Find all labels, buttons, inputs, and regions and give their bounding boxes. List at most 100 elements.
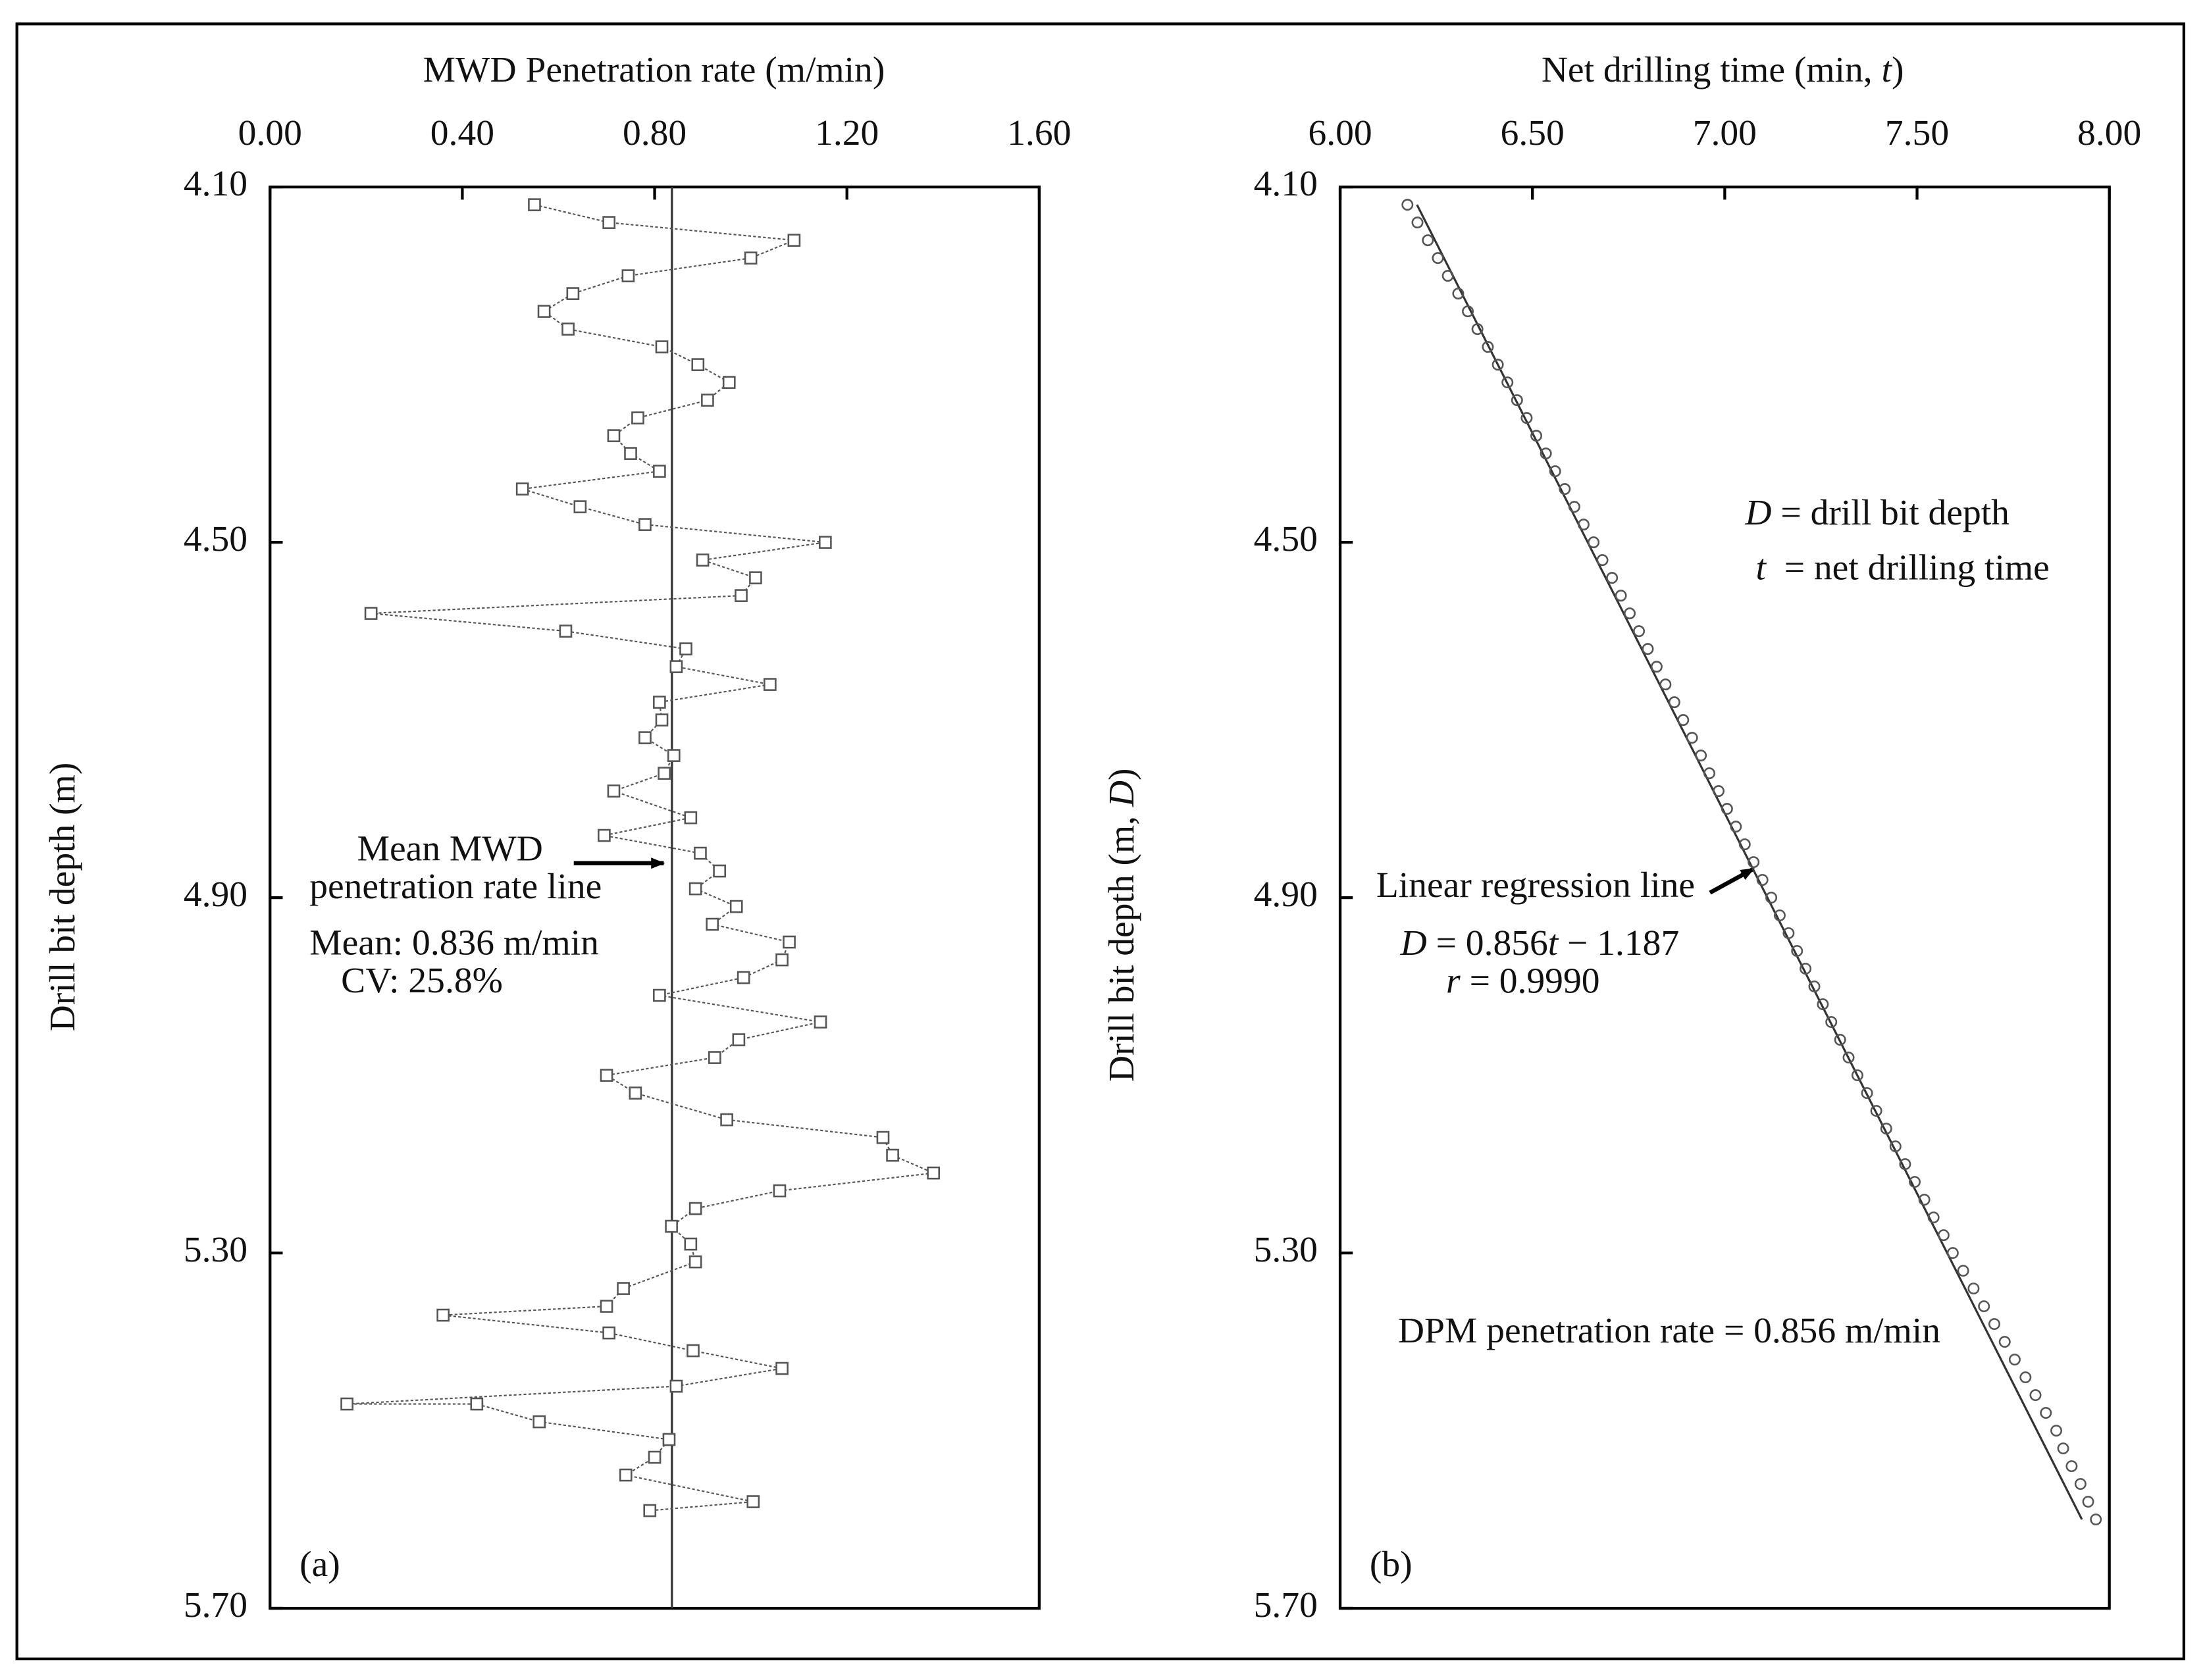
data-point: [2057, 1442, 2069, 1455]
data-point: [528, 198, 541, 211]
data-point: [696, 553, 710, 567]
data-point: [669, 660, 683, 673]
data-point: [1842, 1052, 1855, 1064]
data-point: [607, 429, 621, 442]
data-point: [2029, 1389, 2042, 1402]
data-point: [602, 216, 615, 229]
data-point: [783, 935, 796, 949]
r-part: r: [1446, 961, 1461, 1001]
y-tick-label: 4.50: [184, 519, 247, 559]
data-point: [629, 1086, 642, 1100]
data-point: [1834, 1034, 1846, 1046]
data-point: [537, 305, 551, 318]
annotation: DPM penetration rate = 0.856 m/min: [1398, 1311, 1940, 1351]
data-point: [364, 607, 378, 620]
data-point: [1998, 1336, 2011, 1348]
data-point: [694, 846, 707, 860]
data-point: [2040, 1407, 2052, 1419]
data-point: [2019, 1371, 2032, 1384]
equation-part: t: [1548, 923, 1559, 963]
data-point: [1978, 1300, 1990, 1313]
data-point: [775, 1362, 789, 1375]
data-point: [436, 1308, 450, 1322]
y-tick-label: 4.10: [1254, 164, 1318, 204]
note-part: D: [1744, 493, 1771, 533]
data-point: [1851, 1069, 1863, 1082]
data-point: [1471, 323, 1484, 336]
data-point: [1482, 341, 1494, 353]
data-point: [1782, 927, 1795, 940]
data-point: [621, 269, 635, 282]
data-point: [819, 536, 832, 549]
data-point: [631, 411, 644, 424]
x-tick-label: 7.00: [1693, 113, 1757, 153]
x-tick-label: 6.00: [1308, 113, 1372, 153]
data-point: [638, 518, 652, 531]
data-point: [2082, 1496, 2094, 1508]
data-point: [600, 1069, 613, 1082]
x-axis-title: MWD Penetration rate (m/min): [423, 50, 885, 90]
data-point: [653, 988, 666, 1002]
y-axis-title: Drill bit depth (m): [43, 763, 83, 1032]
data-point: [653, 465, 666, 478]
correlation: r = 0.9990: [1446, 961, 1599, 1001]
data-point: [1650, 661, 1663, 673]
data-point: [1918, 1194, 1931, 1206]
data-point: [684, 811, 698, 825]
data-point: [573, 500, 587, 513]
data-point: [2050, 1425, 2063, 1437]
data-point: [1492, 359, 1504, 371]
data-point: [773, 1184, 787, 1198]
data-point: [787, 234, 801, 247]
data-point: [749, 571, 762, 584]
x-tick-label: 8.00: [2077, 113, 2141, 153]
y-tick-label: 5.30: [184, 1230, 247, 1270]
data-point: [1511, 394, 1523, 407]
data-point: [687, 1344, 700, 1358]
data-point: [1695, 750, 1707, 762]
data-point: [2090, 1514, 2102, 1526]
annotation: Mean: 0.836 m/min: [309, 923, 599, 963]
data-point: [566, 287, 580, 300]
data-point: [1686, 732, 1698, 744]
data-point: [1668, 696, 1680, 709]
data-point: [470, 1397, 484, 1411]
x-tick-label: 1.20: [815, 113, 879, 153]
data-point: [667, 749, 681, 762]
y-tick-label: 5.70: [184, 1585, 247, 1625]
data-point: [1530, 430, 1543, 442]
data-point: [746, 1495, 760, 1508]
data-point: [665, 1219, 678, 1233]
data-point: [1800, 963, 1812, 975]
data-point: [1738, 838, 1751, 851]
data-point: [1765, 892, 1778, 904]
data-point: [1817, 998, 1829, 1011]
ylabel-part: D: [1102, 780, 1142, 807]
y-tick-label: 4.10: [184, 164, 247, 204]
title-part: ): [1892, 50, 1904, 90]
equation: D = 0.856t − 1.187: [1400, 923, 1680, 963]
data-point: [662, 1433, 676, 1446]
title-part: t: [1882, 50, 1893, 90]
data-point: [1615, 590, 1627, 602]
data-point: [701, 394, 714, 407]
data-point: [1452, 288, 1465, 300]
data-point: [1633, 625, 1646, 638]
note: D = drill bit depth: [1744, 493, 2010, 533]
equation-part: = 0.856: [1427, 923, 1548, 963]
note: t = net drilling time: [1756, 547, 2050, 588]
data-point: [1588, 536, 1600, 549]
data-point: [1441, 270, 1454, 282]
data-point: [655, 713, 669, 726]
equation-part: − 1.187: [1558, 923, 1679, 963]
data-point: [764, 678, 777, 691]
note-part: t: [1756, 547, 1767, 588]
data-point: [1861, 1087, 1873, 1100]
data-point: [1432, 252, 1444, 265]
data-point: [602, 1326, 615, 1340]
data-point: [1773, 909, 1786, 922]
data-point: [1899, 1158, 1911, 1171]
ylabel-part: Drill bit depth (m,: [1102, 807, 1142, 1082]
data-point: [1909, 1176, 1921, 1188]
